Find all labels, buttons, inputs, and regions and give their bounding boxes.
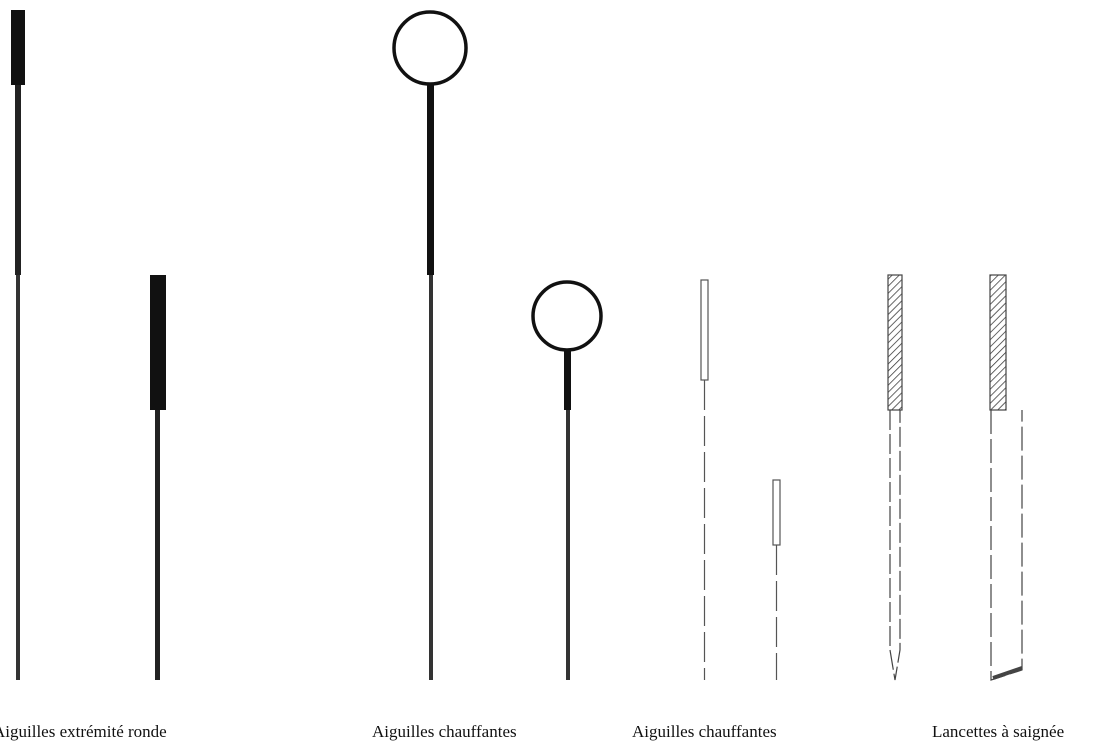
- caption: Lancettes à saignée: [932, 722, 1065, 741]
- heating-needle-short: [531, 280, 603, 680]
- lancet-pointed: [887, 274, 903, 681]
- caption: Aiguilles extrémité ronde: [0, 722, 167, 741]
- heating-needle-long: [392, 10, 468, 680]
- thin-needle-long: [700, 279, 709, 680]
- caption: Aiguilles chauffantes: [372, 722, 517, 741]
- round-tip-needle-short: [150, 275, 166, 680]
- lancet-slanted: [989, 274, 1023, 681]
- caption: Aiguilles chauffantes: [632, 722, 777, 741]
- thin-needle-short: [772, 479, 781, 680]
- round-tip-needle-long: [11, 10, 25, 680]
